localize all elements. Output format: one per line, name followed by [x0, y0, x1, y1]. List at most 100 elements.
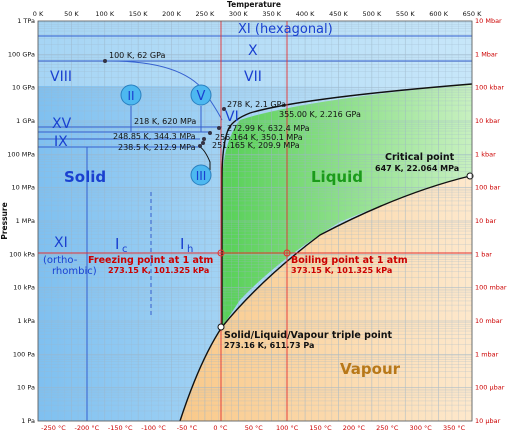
left-tick-label: 10 Pa	[17, 384, 35, 392]
ann-278k: 278 K, 2.1 GPa	[227, 100, 286, 109]
bottom-tick-label: -50 °C	[177, 424, 198, 432]
freezing-value: 273.15 K, 101.325 kPa	[108, 266, 209, 275]
right-tick-label: 100 mbar	[475, 284, 507, 292]
phase-ix-label: IX	[54, 134, 68, 150]
right-tick-label: 1 kbar	[475, 150, 496, 158]
phase-v-label: V	[197, 89, 206, 104]
vapour-label: Vapour	[340, 360, 401, 378]
left-tick-label: 100 Pa	[13, 350, 35, 358]
top-tick-label: 400 K	[296, 10, 315, 18]
left-tick-label: 1 MPa	[16, 217, 35, 225]
left-tick-label: 10 MPa	[11, 184, 35, 192]
phase-ic-sub: c	[122, 244, 128, 255]
left-axis-title: Pressure	[0, 202, 9, 239]
ann-272k: 272.99 K, 632.4 MPa	[227, 124, 310, 133]
freezing-point-marker	[217, 249, 225, 257]
top-tick-label: 200 K	[162, 10, 181, 18]
left-tick-label: 100 kPa	[9, 250, 35, 258]
phase-vii-label: VII	[244, 69, 262, 85]
freezing-title: Freezing point at 1 atm	[88, 255, 213, 266]
bottom-tick-label: -150 °C	[108, 424, 133, 432]
left-axis: 1 TPa 100 GPa 10 GPa 1 GPa 100 MPa 10 MPa 1 MP…	[7, 17, 35, 425]
triple-value: 273.16 K, 611.73 Pa	[224, 341, 314, 350]
triple-point-marker	[217, 323, 225, 331]
vapour-region	[180, 176, 472, 421]
top-tick-label: 150 K	[129, 10, 148, 18]
bottom-tick-label: 0 °C	[213, 424, 227, 432]
bottom-tick-label: 200 °C	[343, 424, 366, 432]
ann-238k: 238.5 K, 212.9 MPa	[118, 143, 196, 152]
top-tick-label: 650 K	[463, 10, 482, 18]
phase-ii-bubble	[120, 84, 142, 106]
left-tick-label: 1 kPa	[17, 317, 35, 325]
bottom-tick-label: 100 °C	[276, 424, 299, 432]
top-tick-label: 50 K	[64, 10, 79, 18]
right-tick-label: 10 mbar	[475, 317, 503, 325]
left-tick-label: 1 TPa	[17, 17, 35, 25]
left-tick-label: 1 GPa	[16, 117, 35, 125]
phase-xi-hex-label: XI (hexagonal)	[238, 22, 333, 37]
right-tick-label: 1 Mbar	[475, 50, 498, 58]
bottom-tick-label: 350 °C	[443, 424, 466, 432]
top-tick-label: 450 K	[329, 10, 348, 18]
phase-vi-label: VI	[225, 109, 239, 125]
top-tick-label: 300 K	[229, 10, 248, 18]
bottom-tick-label: 300 °C	[410, 424, 433, 432]
boiling-point-marker	[283, 249, 291, 257]
bottom-tick-label: 50 °C	[245, 424, 264, 432]
solid-label: Solid	[64, 168, 106, 186]
top-tick-label: 600 K	[429, 10, 448, 18]
bottom-tick-label: -100 °C	[141, 424, 166, 432]
right-tick-label: 10 kbar	[475, 117, 500, 125]
phase-labels: XI (hexagonal) X VIII VII VI XV IX XI (o…	[43, 22, 333, 277]
top-tick-label: 350 K	[262, 10, 281, 18]
phase-iii-label: III	[196, 169, 207, 183]
boiling-value: 373.15 K, 101.325 kPa	[291, 266, 392, 275]
top-tick-label: 500 K	[362, 10, 381, 18]
triple-title: Solid/Liquid/Vapour triple point	[224, 330, 393, 341]
ann-355k: 355.00 K, 2.216 GPa	[279, 110, 361, 119]
left-tick-label: 10 kPa	[13, 284, 35, 292]
phase-viii-label: VIII	[50, 69, 72, 85]
ann-100k: 100 K, 62 GPa	[109, 51, 166, 60]
left-tick-label: 100 GPa	[8, 50, 35, 58]
phase-ii-label: II	[127, 89, 134, 103]
atm-annotations: Freezing point at 1 atm 273.15 K, 101.32…	[88, 255, 408, 275]
left-tick-label: 100 MPa	[7, 150, 35, 158]
phase-ih-sub: h	[187, 244, 193, 255]
phase-boundaries	[38, 21, 473, 422]
top-tick-label: 100 K	[95, 10, 114, 18]
right-tick-label: 10 Mbar	[475, 17, 502, 25]
phase-v-bubble	[190, 84, 212, 106]
ann-256k: 256.164 K, 350.1 MPa	[215, 133, 303, 142]
critical-value: 647 K, 22.064 MPa	[375, 164, 459, 173]
right-tick-label: 10 bar	[475, 217, 496, 225]
critical-point-marker	[466, 172, 474, 180]
boiling-title: Boiling point at 1 atm	[291, 255, 408, 266]
top-axis: 0 K 50 K 100 K 150 K 200 K 250 K 300 K 350 K 400…	[33, 10, 482, 18]
phase-xi-ortho-sub: (ortho-	[43, 255, 78, 266]
right-tick-label: 100 µbar	[475, 384, 505, 392]
right-tick-label: 1 mbar	[475, 350, 499, 358]
top-tick-label: 550 K	[396, 10, 415, 18]
liquid-region	[222, 84, 472, 327]
bottom-tick-label: 150 °C	[309, 424, 332, 432]
bottom-tick-label: -200 °C	[75, 424, 100, 432]
bottom-axis: -250 °C -200 °C -150 °C -100 °C -50 °C 0 °C 50…	[41, 424, 466, 432]
phase-xv-label: XV	[52, 116, 72, 132]
right-tick-label: 100 bar	[475, 184, 501, 192]
special-points	[103, 59, 474, 331]
ann-218k: 218 K, 620 MPa	[134, 117, 196, 126]
bottom-tick-label: 250 °C	[376, 424, 399, 432]
phase-iii-bubble	[190, 164, 212, 186]
phase-xi-ortho-label: XI	[54, 235, 68, 251]
bottom-tick-label: -250 °C	[41, 424, 66, 432]
ann-251k: 251.165 K, 209.9 MPa	[212, 141, 300, 150]
right-axis: 10 Mbar 1 Mbar 100 kbar 10 kbar 1 kbar 100 ba…	[475, 17, 507, 425]
phase-x-label: X	[248, 43, 258, 59]
annotations: 100 K, 62 GPa 278 K, 2.1 GPa 355.00 K, 2…	[109, 51, 459, 350]
top-tick-label: 250 K	[196, 10, 215, 18]
ann-248k: 248.85 K, 344.3 MPa	[113, 132, 196, 141]
top-axis-title: Temperature	[227, 0, 281, 9]
right-tick-label: 1 bar	[475, 250, 492, 258]
